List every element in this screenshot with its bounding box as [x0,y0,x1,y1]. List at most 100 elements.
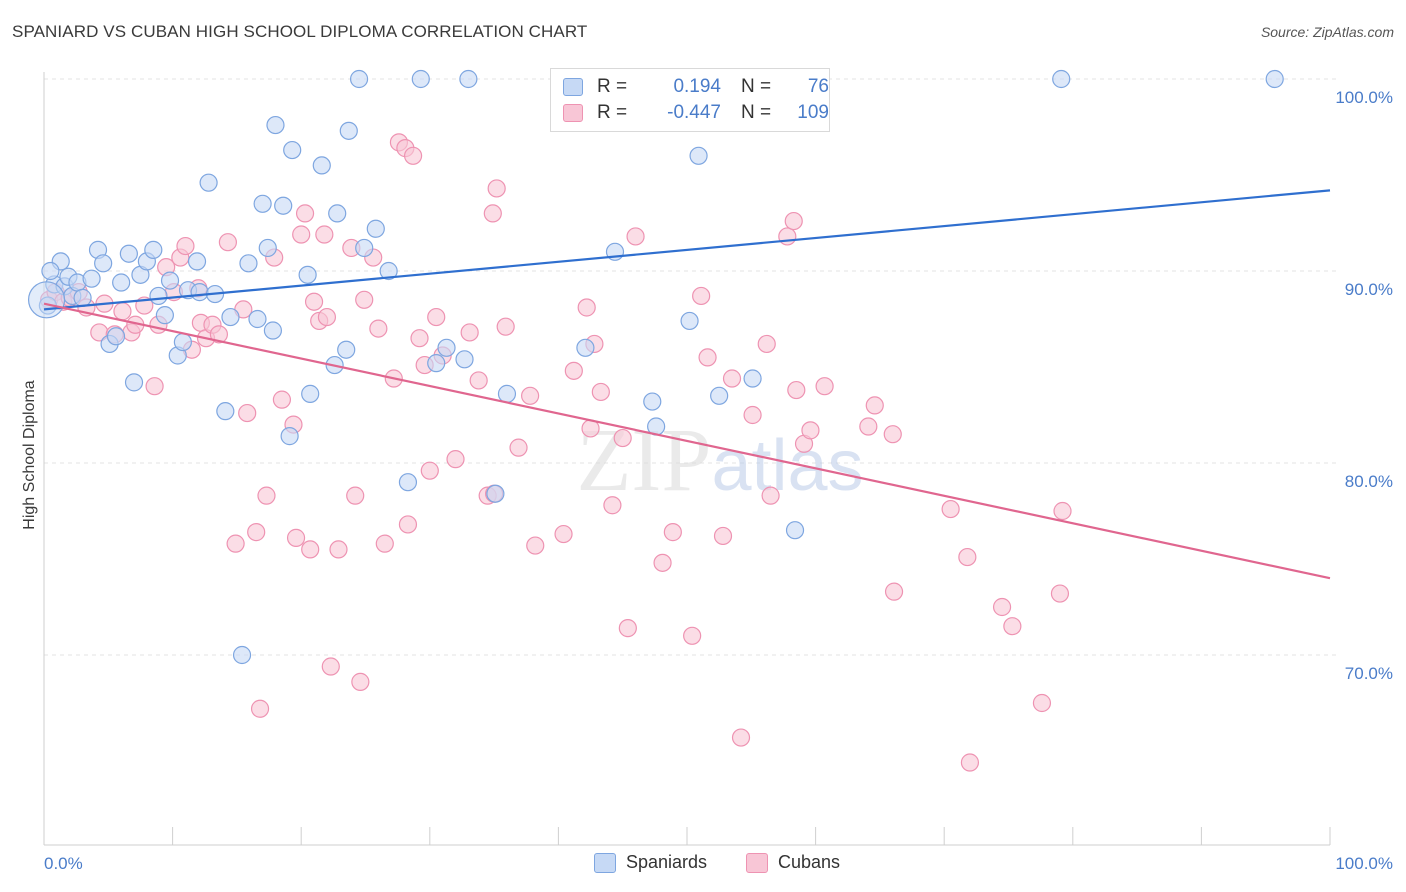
cubans-point [272,390,292,409]
cubans-point [113,302,132,321]
axes [43,72,1331,846]
spaniards-swatch [594,852,616,873]
legend-row-spaniards: R = 0.194 N = 76 [563,75,829,99]
cubans-point [427,307,446,327]
spaniards-point [785,521,805,540]
cubans-point [487,179,506,198]
cubans-label: Cubans [778,852,841,872]
cubans-point [1032,693,1052,713]
cubans-point [145,377,164,396]
spaniards-point [82,269,101,288]
spaniards-point [437,338,456,357]
spaniards-point [337,340,356,359]
cubans-point [460,323,479,342]
trend-lines [43,189,1331,580]
spaniards-point [119,244,138,263]
cubans-point [403,146,423,165]
cubans-point [757,334,776,354]
cubans-point [1003,617,1022,636]
spaniards-point [427,354,446,373]
spaniards-point [486,484,505,503]
spaniards-point [160,271,180,290]
cubans-point [801,421,820,440]
spaniards-point [144,240,163,259]
cubans-point [250,699,270,718]
cubans-point [778,227,797,246]
spaniards-point [459,69,478,89]
spaniards-point [94,254,113,273]
cubans-point [304,292,324,311]
bottom-legend-spaniards: Spaniards [594,852,707,873]
spaniards-point [643,392,662,411]
cubans-point [683,626,702,645]
cubans-point [1053,501,1072,521]
cubans-points [40,133,1072,772]
cubans-point [329,540,348,559]
spaniards-point [216,402,235,421]
cubans-point [226,534,245,553]
cubans-point [692,286,711,306]
spaniards-point [190,283,209,302]
spaniards-point [232,645,252,665]
spaniards-point [155,306,174,325]
cubans-point [315,225,334,244]
spaniards-point [301,384,320,403]
spaniards-point [298,265,317,284]
spaniards-point [497,384,517,403]
watermark: ZIPatlas [576,411,863,510]
cubans-point [554,524,573,544]
chart-title: SPANIARD VS CUBAN HIGH SCHOOL DIPLOMA CO… [12,22,588,41]
spaniards-trend-line [43,189,1331,311]
spaniards-point [106,327,126,346]
spaniards-point [199,173,218,192]
spaniards-point [398,473,418,492]
spaniards-point [339,121,358,140]
legend-n-value: 109 [797,102,829,123]
cubans-point [722,369,742,388]
cubans-point [761,486,780,505]
spaniards-point [283,140,302,160]
spaniards-point [27,281,66,319]
cubans-point [784,211,803,231]
cubans-point [992,597,1012,617]
cubans-point [663,523,682,542]
gridlines [44,78,1340,656]
cubans-point [346,486,365,505]
spaniards-swatch [563,78,583,96]
spaniards-point [253,194,272,213]
cubans-point [317,307,337,327]
legend-r-label: R = [597,102,628,123]
spaniards-point [349,69,369,89]
y-tick-label: 70.0% [1345,664,1393,683]
cubans-point [815,377,834,396]
cubans-point [469,371,488,390]
cubans-point [884,582,904,601]
source-label: Source: ZipAtlas.com [1260,24,1394,40]
cubans-point [483,204,502,223]
cubans-point [626,227,645,246]
cubans-point [321,657,340,676]
cubans-point [883,425,902,444]
cubans-point [238,403,257,423]
spaniards-point [73,288,92,307]
spaniards-point [263,321,283,340]
cubans-point [292,225,311,244]
cubans-point [960,753,980,772]
cubans-point [496,317,515,336]
spaniards-point [312,156,331,175]
cubans-point [420,461,439,480]
cubans-point [1050,584,1070,603]
cubans-point [521,386,540,405]
spaniards-point [280,427,299,446]
cubans-point [218,233,237,252]
cubans-point [731,728,751,747]
cubans-point [509,438,528,457]
cubans-point [743,405,762,425]
cubans-point [698,348,717,367]
cubans-point [577,298,596,317]
cubans-point [410,329,429,348]
cubans-point [176,236,195,256]
y-tick-label: 100.0% [1335,88,1393,107]
cubans-point [446,450,465,469]
cubans-point [859,417,878,436]
